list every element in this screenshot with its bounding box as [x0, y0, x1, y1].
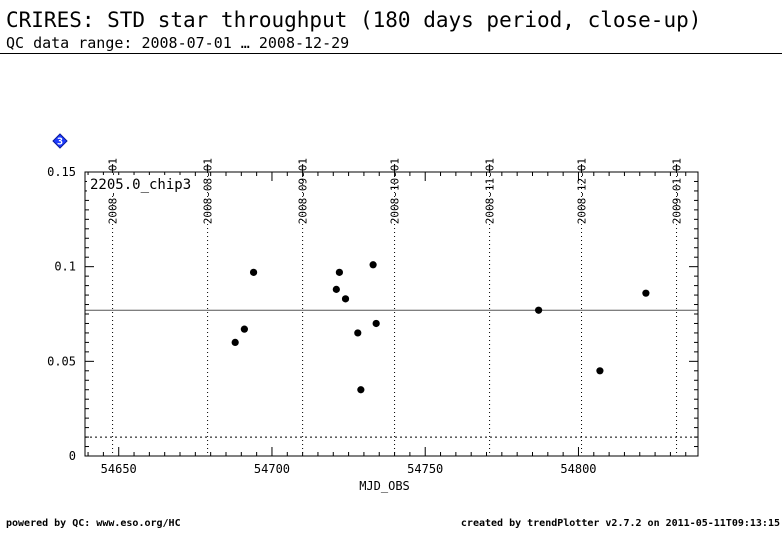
data-point: [249, 268, 258, 276]
y-tick-label: 0.1: [54, 260, 76, 274]
x-tick-label: 54800: [560, 462, 596, 476]
header-divider: [0, 53, 782, 54]
top-date-label: 2009-01-01: [671, 158, 684, 224]
data-point: [335, 268, 343, 276]
top-date-labels: 2008-07-012008-08-012008-09-012008-10-01…: [107, 158, 684, 224]
top-date-label: 2008-12-01: [576, 158, 589, 224]
data-points: [231, 261, 650, 394]
data-point: [596, 367, 604, 375]
footer-powered-by: powered by QC: www.eso.org/HC: [6, 518, 181, 529]
data-point: [341, 295, 350, 303]
plot-frame: [84, 171, 699, 457]
data-point: [332, 285, 340, 293]
y-tick-label: 0.05: [47, 354, 76, 368]
x-tick-labels: 54650 54700 54750 54800: [101, 462, 597, 476]
y-tick-label: 0.15: [47, 165, 76, 179]
x-tick-label: 54750: [407, 462, 443, 476]
top-date-label: 2008-08-01: [202, 158, 215, 224]
data-point: [231, 338, 239, 346]
top-date-label: 2008-10-01: [389, 158, 402, 224]
x-tick-label: 54650: [101, 462, 137, 476]
y-tick-label: 0: [69, 449, 76, 463]
panel-label-background: [87, 175, 191, 193]
chip-badge: 3: [52, 133, 68, 149]
data-point: [369, 261, 377, 269]
top-date-label: 2008-09-01: [297, 158, 310, 224]
top-date-label: 2008-11-01: [484, 158, 497, 224]
data-point: [535, 306, 543, 314]
x-tick-label: 54700: [254, 462, 290, 476]
page-title: CRIRES: STD star throughput (180 days pe…: [6, 8, 702, 32]
data-point: [357, 386, 365, 394]
data-point: [354, 329, 362, 337]
badge-label: 3: [57, 137, 63, 148]
footer-created-by: created by trendPlotter v2.7.2 on 2011-0…: [460, 518, 780, 529]
month-gridlines: [112, 164, 678, 456]
y-tick-labels: 0 0.05 0.1 0.15: [47, 165, 76, 463]
data-point: [642, 289, 650, 297]
diamond-icon: [52, 133, 68, 149]
panel-label: 2205.0_chip3: [90, 177, 191, 193]
axis-ticks: [85, 171, 698, 457]
data-point: [372, 319, 380, 328]
page-subtitle: QC data range: 2008-07-01 … 2008-12-29: [6, 34, 350, 52]
data-point: [240, 325, 248, 333]
x-axis-label: MJD_OBS: [359, 479, 410, 493]
